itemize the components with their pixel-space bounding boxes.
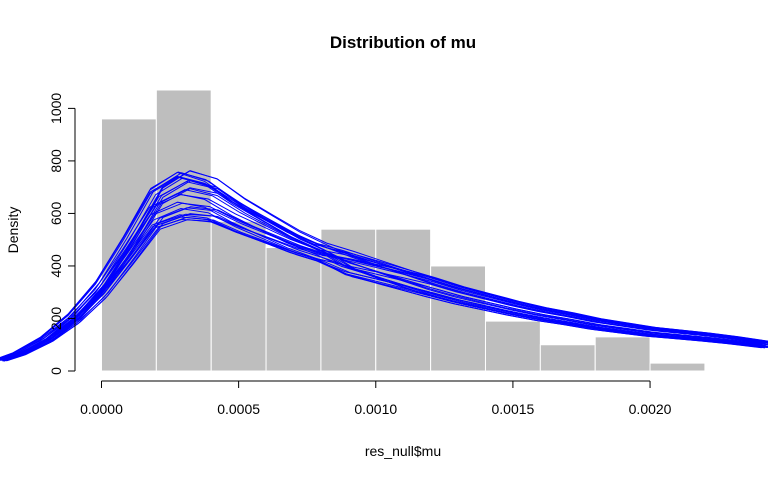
histogram-bar — [375, 228, 432, 372]
density-curve — [5, 170, 768, 361]
density-curves — [0, 170, 768, 362]
density-curve — [0, 177, 768, 361]
histogram-bar — [539, 344, 596, 372]
y-tick-label: 600 — [48, 202, 64, 226]
chart-title: Distribution of mu — [330, 33, 476, 52]
x-tick-label: 0.0010 — [354, 401, 397, 417]
histogram-bar — [649, 362, 706, 372]
y-tick-label: 1000 — [48, 93, 64, 124]
x-axis: 0.0000 0.0005 0.0010 0.0015 0.0020 — [80, 380, 672, 417]
x-axis-label: res_null$mu — [365, 443, 441, 459]
histogram-bar — [594, 336, 651, 372]
y-tick-label: 0 — [48, 367, 64, 375]
x-tick-label: 0.0020 — [629, 401, 672, 417]
x-tick-label: 0.0000 — [80, 401, 123, 417]
histogram-bar — [320, 228, 377, 372]
y-axis-label: Density — [5, 207, 21, 254]
histogram-bar — [484, 320, 541, 372]
y-tick-label: 200 — [48, 307, 64, 331]
x-tick-label: 0.0015 — [492, 401, 535, 417]
y-axis: 0 200 400 600 800 1000 — [48, 93, 76, 375]
density-curve — [5, 179, 768, 361]
density-curve — [0, 189, 768, 361]
histogram-bar — [265, 247, 322, 372]
x-tick-label: 0.0005 — [217, 401, 260, 417]
y-tick-label: 400 — [48, 254, 64, 278]
y-tick-label: 800 — [48, 149, 64, 173]
histogram-bar — [155, 89, 212, 372]
histogram-bar — [210, 220, 267, 372]
